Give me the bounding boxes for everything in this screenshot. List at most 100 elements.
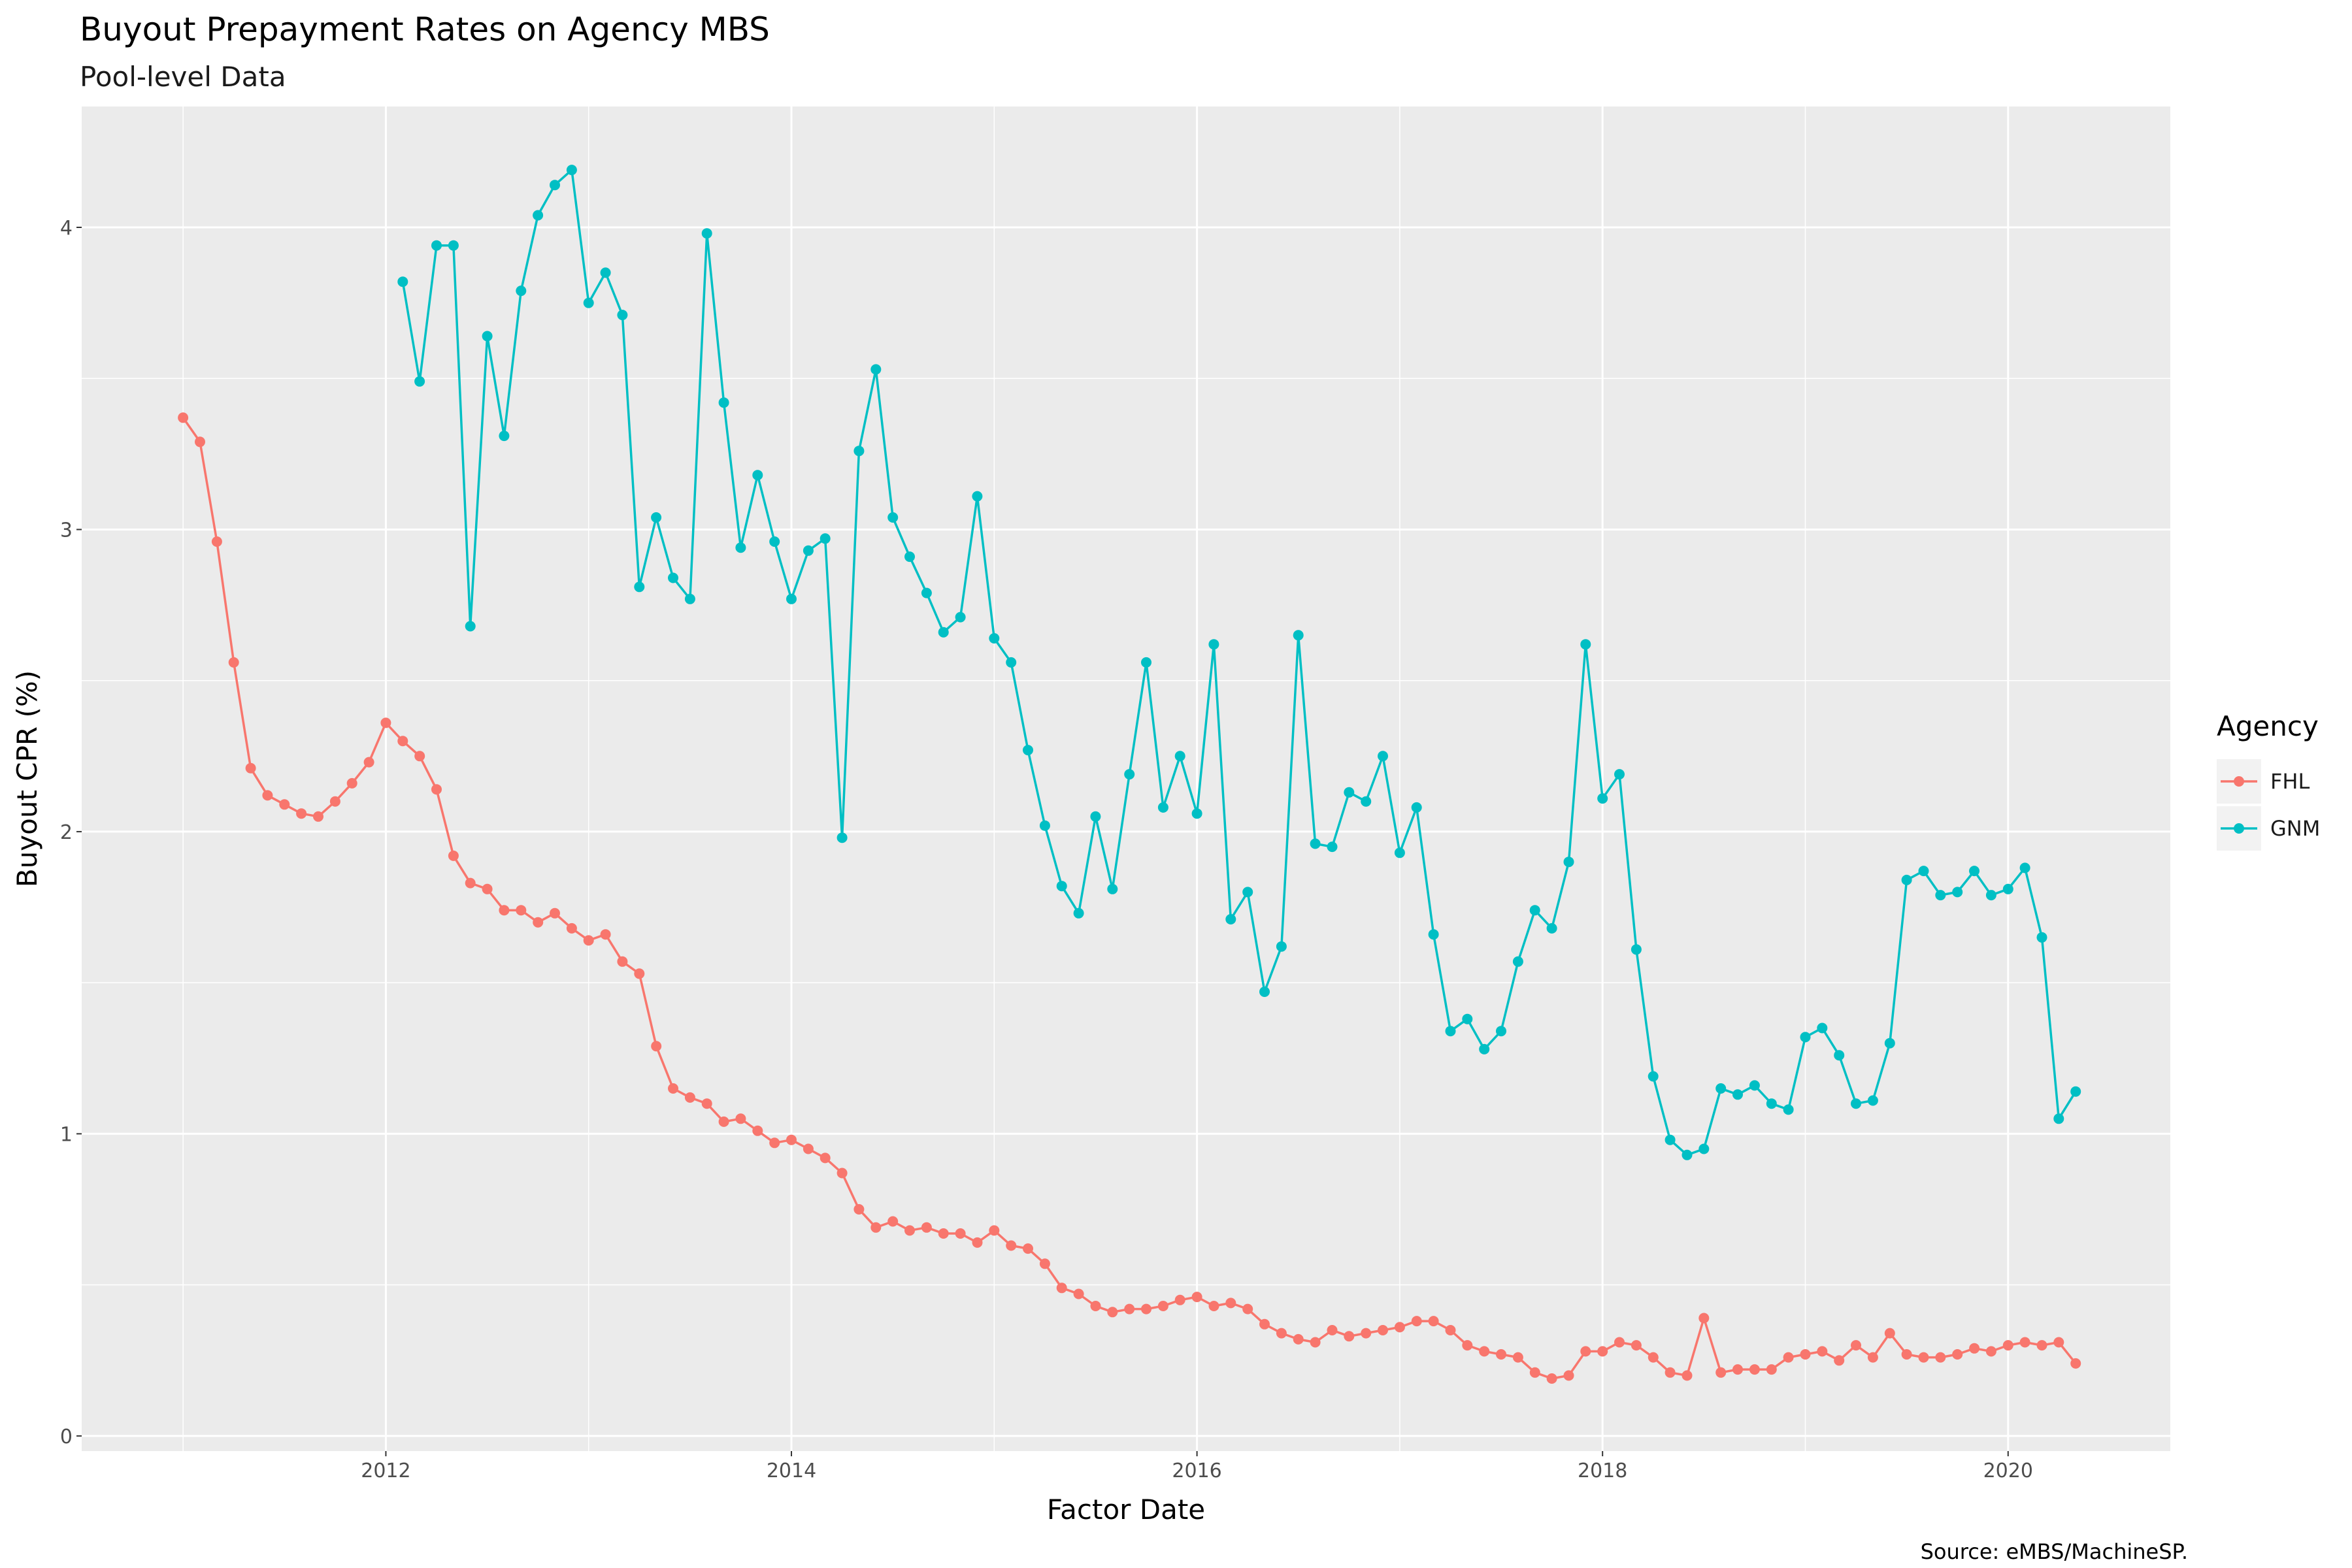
data-point-gnm	[583, 297, 594, 308]
data-point-fhl	[921, 1222, 932, 1233]
data-point-fhl	[1141, 1303, 1151, 1315]
data-point-fhl	[1834, 1355, 1845, 1366]
data-point-gnm	[803, 545, 814, 556]
y-tick-label: 1	[60, 1123, 73, 1146]
data-point-gnm	[1310, 838, 1321, 849]
data-point-fhl	[1124, 1303, 1135, 1315]
data-point-fhl	[1817, 1346, 1828, 1357]
data-point-gnm	[1665, 1134, 1676, 1145]
chart-title: Buyout Prepayment Rates on Agency MBS	[80, 10, 770, 48]
data-point-gnm	[600, 267, 611, 278]
data-point-fhl	[1462, 1340, 1473, 1351]
data-point-fhl	[262, 790, 273, 801]
legend-title: Agency	[2217, 710, 2319, 742]
data-point-fhl	[1766, 1364, 1777, 1375]
data-point-fhl	[1428, 1316, 1439, 1327]
data-point-gnm	[820, 533, 831, 544]
data-point-fhl	[2070, 1358, 2081, 1369]
data-point-fhl	[1174, 1294, 1185, 1305]
data-point-gnm	[870, 364, 882, 375]
data-point-gnm	[1817, 1022, 1828, 1034]
data-point-gnm	[904, 551, 915, 563]
x-tick-label: 2014	[767, 1460, 816, 1482]
data-point-fhl	[1259, 1318, 1270, 1330]
data-point-gnm	[955, 612, 966, 623]
data-point-fhl	[1411, 1316, 1422, 1327]
data-point-gnm	[2053, 1113, 2064, 1124]
data-point-fhl	[2019, 1337, 2030, 1348]
data-point-gnm	[1614, 769, 1625, 780]
data-point-gnm	[1174, 751, 1185, 762]
data-point-gnm	[448, 240, 459, 251]
data-point-fhl	[600, 929, 611, 940]
data-point-fhl	[1006, 1240, 1017, 1251]
data-point-gnm	[684, 593, 695, 604]
data-point-fhl	[1090, 1301, 1101, 1311]
data-point-fhl	[718, 1116, 729, 1127]
data-point-gnm	[2036, 932, 2047, 943]
data-point-gnm	[1918, 866, 1929, 877]
data-point-gnm	[1293, 630, 1304, 641]
data-point-gnm	[1225, 914, 1236, 924]
data-point-gnm	[989, 633, 1000, 644]
data-point-fhl	[938, 1228, 949, 1239]
data-point-fhl	[1225, 1298, 1236, 1309]
data-point-fhl	[1715, 1367, 1727, 1378]
x-tick-label: 2012	[361, 1460, 410, 1482]
legend-point-gnm	[2234, 823, 2244, 834]
x-axis-title: Factor Date	[1047, 1494, 1205, 1526]
data-point-fhl	[1023, 1243, 1033, 1254]
data-point-fhl	[414, 751, 425, 762]
data-point-fhl	[752, 1125, 763, 1136]
data-point-fhl	[1529, 1367, 1540, 1378]
data-point-fhl	[566, 923, 577, 934]
data-point-gnm	[634, 581, 645, 593]
data-point-fhl	[972, 1237, 983, 1248]
series-fhl	[178, 412, 2081, 1384]
data-point-fhl	[499, 905, 510, 916]
data-point-gnm	[1039, 820, 1050, 831]
data-point-fhl	[1969, 1343, 1980, 1354]
data-point-gnm	[718, 397, 729, 408]
data-point-fhl	[634, 968, 645, 979]
data-point-gnm	[651, 512, 662, 523]
series-line-gnm	[401, 169, 2077, 1156]
data-point-gnm	[431, 240, 442, 251]
data-point-gnm	[533, 210, 544, 221]
data-point-gnm	[668, 572, 678, 583]
data-point-fhl	[1563, 1370, 1574, 1381]
data-point-fhl	[1800, 1349, 1811, 1360]
data-point-gnm	[735, 542, 746, 553]
data-point-gnm	[1648, 1071, 1659, 1082]
data-point-fhl	[870, 1222, 882, 1233]
data-point-fhl	[2053, 1337, 2064, 1348]
data-point-fhl	[1056, 1282, 1067, 1294]
data-point-gnm	[414, 376, 425, 387]
data-point-fhl	[820, 1152, 831, 1164]
data-point-fhl	[701, 1098, 712, 1109]
data-point-gnm	[1394, 847, 1405, 858]
data-point-fhl	[651, 1041, 662, 1052]
data-point-fhl	[668, 1083, 678, 1094]
data-point-fhl	[1648, 1352, 1659, 1363]
data-point-fhl	[887, 1216, 899, 1227]
data-point-fhl	[245, 762, 256, 774]
data-point-fhl	[1378, 1325, 1388, 1335]
data-point-fhl	[178, 412, 189, 423]
data-point-gnm	[1107, 883, 1118, 894]
data-point-gnm	[1496, 1026, 1506, 1037]
source-caption: Source: eMBS/MachineSP.	[1921, 1539, 2188, 1564]
data-point-fhl	[397, 736, 408, 747]
data-point-gnm	[1073, 907, 1084, 919]
y-tick-label: 3	[60, 519, 73, 542]
data-point-fhl	[1039, 1258, 1050, 1269]
x-axis: 2012 2014 2016 2018 2020	[361, 1451, 2033, 1482]
data-point-gnm	[2019, 862, 2030, 874]
data-point-fhl	[2036, 1340, 2047, 1351]
data-point-gnm	[853, 446, 865, 457]
data-point-gnm	[1157, 802, 1168, 813]
data-point-gnm	[1867, 1095, 1878, 1106]
y-axis-title: Buyout CPR (%)	[11, 670, 43, 887]
data-point-gnm	[482, 331, 493, 342]
data-point-fhl	[1884, 1328, 1895, 1339]
